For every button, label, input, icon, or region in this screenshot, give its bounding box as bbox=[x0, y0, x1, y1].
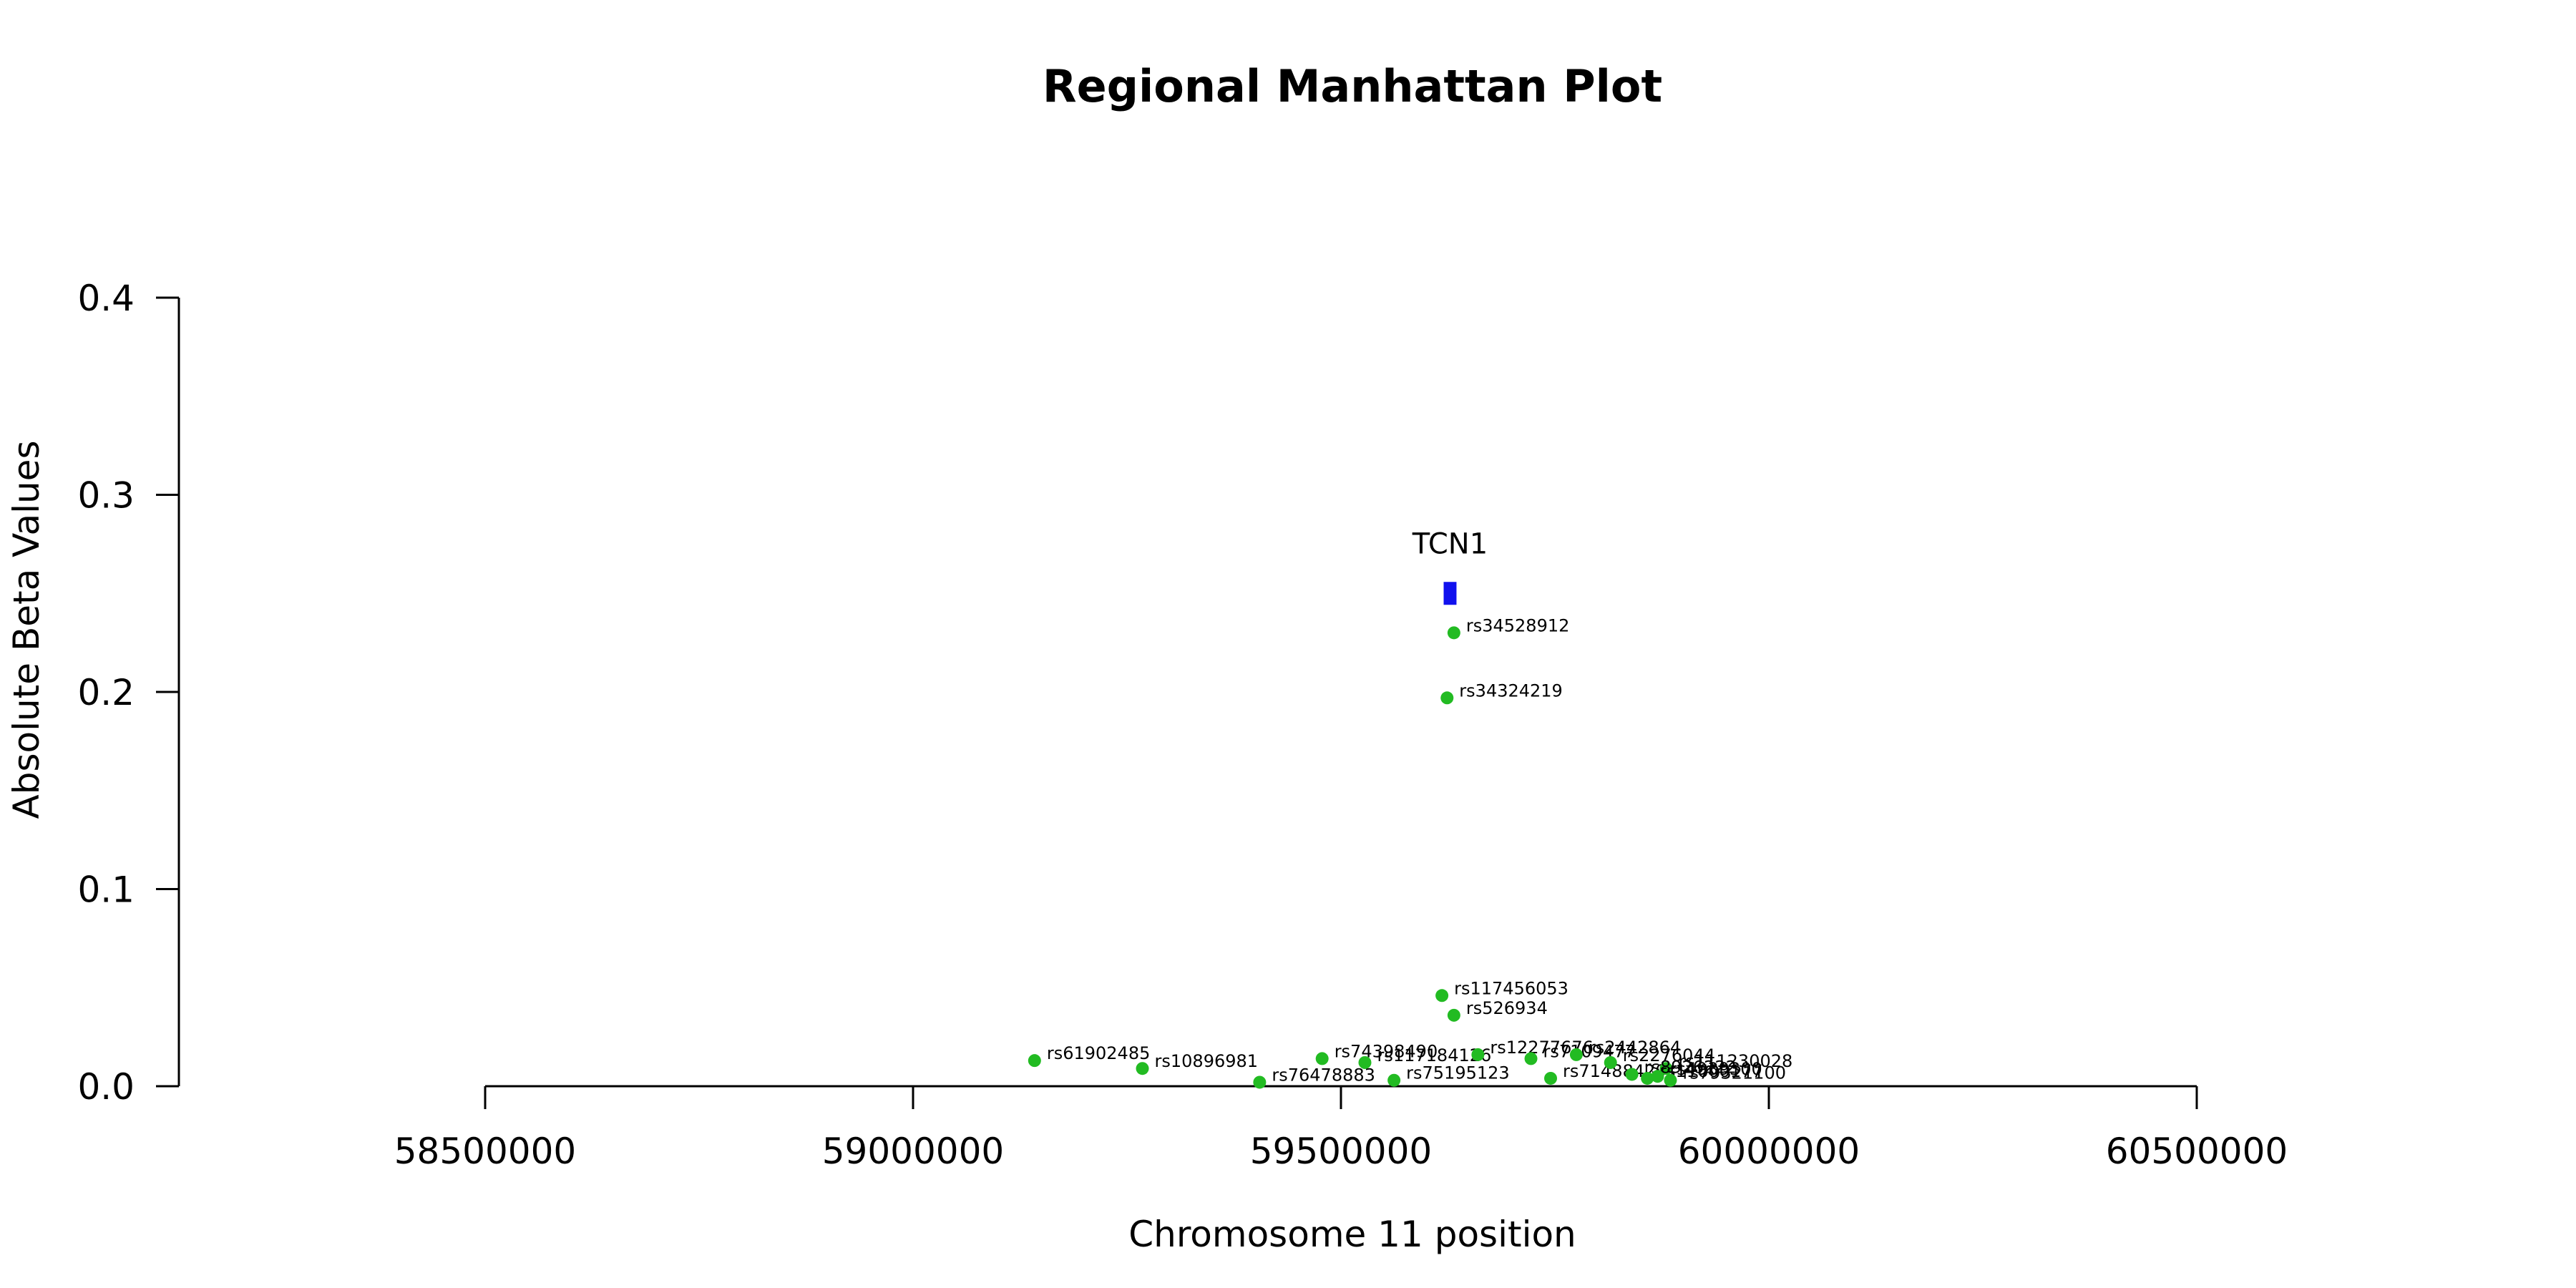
snp-label: rs61902485 bbox=[1047, 1043, 1151, 1063]
snp-label: rs526934 bbox=[1466, 998, 1548, 1018]
snp-label: rs34324219 bbox=[1459, 680, 1563, 701]
snp-point bbox=[1387, 1073, 1401, 1087]
snp-label: rs7109477 bbox=[1543, 1041, 1636, 1061]
x-tick-label: 58500000 bbox=[394, 1131, 577, 1172]
y-tick-label: 0.4 bbox=[77, 278, 135, 319]
snp-label: rs11600177 bbox=[1659, 1061, 1763, 1081]
x-tick-label: 60500000 bbox=[2106, 1131, 2288, 1172]
snp-point bbox=[1358, 1055, 1372, 1069]
y-axis-label: Absolute Beta Values bbox=[6, 441, 47, 819]
gene-track: TCN1 bbox=[1412, 527, 1488, 605]
snp-point bbox=[1471, 1048, 1485, 1061]
x-axis-label: Chromosome 11 position bbox=[1128, 1214, 1576, 1255]
snp-point bbox=[1651, 1070, 1664, 1083]
snp-point bbox=[1447, 626, 1460, 640]
snp-label: rs10896981 bbox=[1155, 1051, 1259, 1071]
snp-point bbox=[1569, 1048, 1583, 1061]
y-tick-label: 0.3 bbox=[77, 475, 135, 517]
snp-point bbox=[1028, 1054, 1041, 1068]
snp-point bbox=[1641, 1071, 1654, 1085]
y-tick-label: 0.2 bbox=[77, 672, 135, 713]
snp-point bbox=[1625, 1068, 1639, 1081]
snp-label: rs75195123 bbox=[1406, 1063, 1510, 1083]
snp-point bbox=[1440, 691, 1454, 705]
snp-point bbox=[1659, 1062, 1673, 1075]
gene-marker bbox=[1443, 582, 1457, 605]
x-axis-ticks: 58500000 59000000 59500000 60000000 60500000 bbox=[394, 1086, 2288, 1172]
snp-point bbox=[1253, 1075, 1267, 1089]
snp-point bbox=[1447, 1008, 1460, 1022]
snp-label: rs117456053 bbox=[1454, 978, 1568, 998]
snp-label: rs34528912 bbox=[1466, 615, 1570, 635]
snp-label: rs79321100 bbox=[1682, 1063, 1786, 1083]
y-tick-label: 0.1 bbox=[77, 869, 135, 911]
snp-point bbox=[1435, 989, 1449, 1002]
y-tick-label: 0.0 bbox=[77, 1066, 135, 1108]
x-tick-label: 59500000 bbox=[1250, 1131, 1433, 1172]
snp-point bbox=[1664, 1073, 1677, 1087]
snp-point bbox=[1136, 1062, 1149, 1075]
snp-label: rs2442864 bbox=[1589, 1038, 1681, 1058]
snp-label: rs74398490 bbox=[1335, 1041, 1438, 1061]
snp-label: rs4939300 bbox=[1670, 1059, 1762, 1079]
x-tick-label: 60000000 bbox=[1678, 1131, 1860, 1172]
snp-label: rs111230028 bbox=[1678, 1051, 1792, 1071]
y-axis-ticks: 0.0 0.1 0.2 0.3 0.4 bbox=[77, 278, 179, 1108]
chart-title: Regional Manhattan Plot bbox=[1043, 60, 1662, 112]
x-tick-label: 59000000 bbox=[822, 1131, 1005, 1172]
snp-label: rs2276044 bbox=[1623, 1045, 1715, 1065]
snp-label: rs76478883 bbox=[1272, 1065, 1375, 1085]
gene-label: TCN1 bbox=[1412, 527, 1488, 560]
snp-point bbox=[1604, 1055, 1617, 1069]
snp-point bbox=[1524, 1052, 1538, 1065]
snp-point bbox=[1544, 1071, 1558, 1085]
snp-point bbox=[1315, 1052, 1329, 1065]
